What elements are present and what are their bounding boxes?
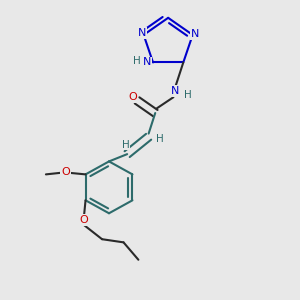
Text: H: H: [122, 140, 129, 150]
Text: H: H: [133, 56, 141, 66]
Text: N: N: [143, 57, 151, 68]
Text: N: N: [138, 28, 146, 38]
Text: H: H: [156, 134, 164, 144]
Text: N: N: [171, 86, 179, 96]
Text: H: H: [184, 90, 192, 100]
Text: N: N: [191, 29, 200, 39]
Text: O: O: [129, 92, 137, 102]
Text: O: O: [61, 167, 70, 177]
Text: O: O: [80, 215, 88, 225]
